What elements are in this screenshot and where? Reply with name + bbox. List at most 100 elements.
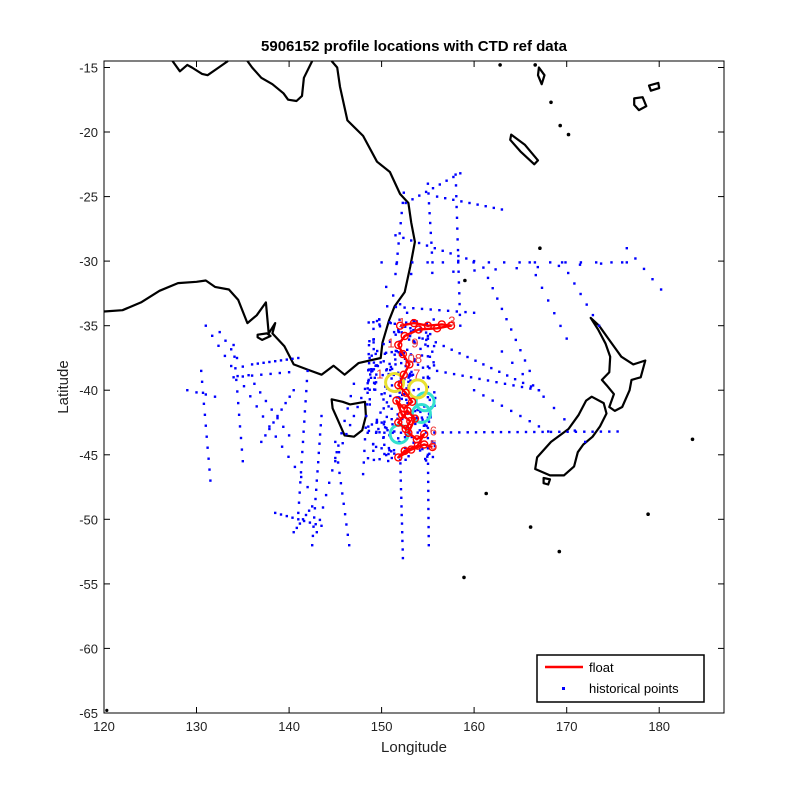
y-tick-label: -60 xyxy=(79,641,98,656)
historical-point xyxy=(366,457,370,460)
historical-point xyxy=(466,431,469,434)
historical-point xyxy=(413,357,416,361)
historical-point xyxy=(399,462,402,465)
historical-point xyxy=(496,297,499,300)
historical-point xyxy=(360,396,363,400)
historical-point xyxy=(523,359,527,362)
historical-point xyxy=(458,292,461,295)
historical-point xyxy=(334,456,337,460)
historical-point xyxy=(352,414,356,418)
historical-point xyxy=(425,322,428,325)
historical-point xyxy=(399,431,403,434)
historical-point xyxy=(284,401,287,405)
historical-point xyxy=(319,424,322,427)
historical-point xyxy=(261,415,265,418)
historical-point xyxy=(253,382,256,385)
historical-point xyxy=(234,367,237,370)
historical-point xyxy=(528,420,531,423)
float-profile-point xyxy=(395,321,405,330)
historical-point xyxy=(398,318,401,321)
historical-point xyxy=(465,257,468,260)
historical-point xyxy=(452,175,455,179)
historical-point xyxy=(388,449,391,452)
y-axis-label: Latitude xyxy=(55,360,72,413)
historical-point xyxy=(213,395,217,398)
historical-point xyxy=(455,310,458,313)
historical-point xyxy=(441,249,444,252)
historical-point xyxy=(337,444,340,447)
historical-point xyxy=(599,430,603,433)
historical-point xyxy=(337,451,341,454)
historical-point xyxy=(399,222,402,225)
historical-point xyxy=(365,414,368,418)
historical-point xyxy=(433,247,436,250)
historical-point xyxy=(472,389,476,392)
historical-point xyxy=(456,238,459,241)
historical-point xyxy=(597,324,601,327)
historical-point xyxy=(394,358,397,361)
historical-point xyxy=(433,444,437,448)
historical-point xyxy=(432,318,435,321)
historical-point xyxy=(430,251,434,254)
historical-point xyxy=(389,321,392,325)
historical-point xyxy=(418,429,421,432)
historical-point xyxy=(558,430,561,433)
float-profile-point xyxy=(446,321,456,330)
historical-point xyxy=(560,261,564,264)
historical-point xyxy=(445,179,448,182)
historical-point xyxy=(394,305,398,309)
historical-point xyxy=(521,381,525,385)
historical-point xyxy=(474,359,477,362)
historical-point xyxy=(419,329,423,333)
historical-point xyxy=(352,382,356,385)
historical-point xyxy=(428,355,432,358)
historical-point xyxy=(422,424,426,427)
historical-point xyxy=(334,460,337,463)
historical-point xyxy=(272,421,275,424)
historical-point xyxy=(567,271,570,275)
island-mark xyxy=(538,246,542,250)
coastline-nw-australia xyxy=(171,60,229,77)
island-mark xyxy=(533,63,537,67)
coastline-stewart-island xyxy=(542,476,552,486)
y-tick-label: -45 xyxy=(79,448,98,463)
historical-point xyxy=(579,261,583,264)
historical-point xyxy=(413,409,417,413)
historical-point xyxy=(363,449,366,453)
historical-point xyxy=(368,340,371,343)
profile-label: 1 xyxy=(398,315,405,330)
historical-point xyxy=(377,427,380,431)
historical-point xyxy=(374,364,377,367)
historical-point xyxy=(431,271,434,275)
historical-point xyxy=(398,391,401,394)
historical-point xyxy=(345,432,348,436)
coastline-nz-north-island xyxy=(589,316,647,412)
historical-point xyxy=(415,416,418,419)
historical-point xyxy=(547,430,550,433)
historical-point xyxy=(288,395,291,398)
historical-point xyxy=(376,349,379,353)
historical-point xyxy=(387,446,391,450)
historical-point xyxy=(393,353,396,356)
float-profile-point xyxy=(420,429,429,439)
historical-point xyxy=(331,469,334,472)
historical-point xyxy=(431,261,434,264)
historical-point xyxy=(416,408,419,412)
historical-point xyxy=(240,448,244,451)
historical-point xyxy=(486,379,490,382)
historical-point xyxy=(584,440,587,444)
historical-point xyxy=(303,420,306,423)
historical-point xyxy=(433,431,436,434)
profile-label: 6 xyxy=(430,423,437,438)
historical-point xyxy=(533,261,537,264)
historical-point xyxy=(413,360,416,363)
historical-point xyxy=(380,261,383,264)
historical-point xyxy=(610,261,613,264)
historical-point xyxy=(425,338,428,342)
historical-point xyxy=(442,344,445,348)
historical-point xyxy=(400,496,403,499)
legend: float historical points xyxy=(536,654,705,703)
historical-point xyxy=(431,187,435,190)
historical-point xyxy=(372,338,375,341)
